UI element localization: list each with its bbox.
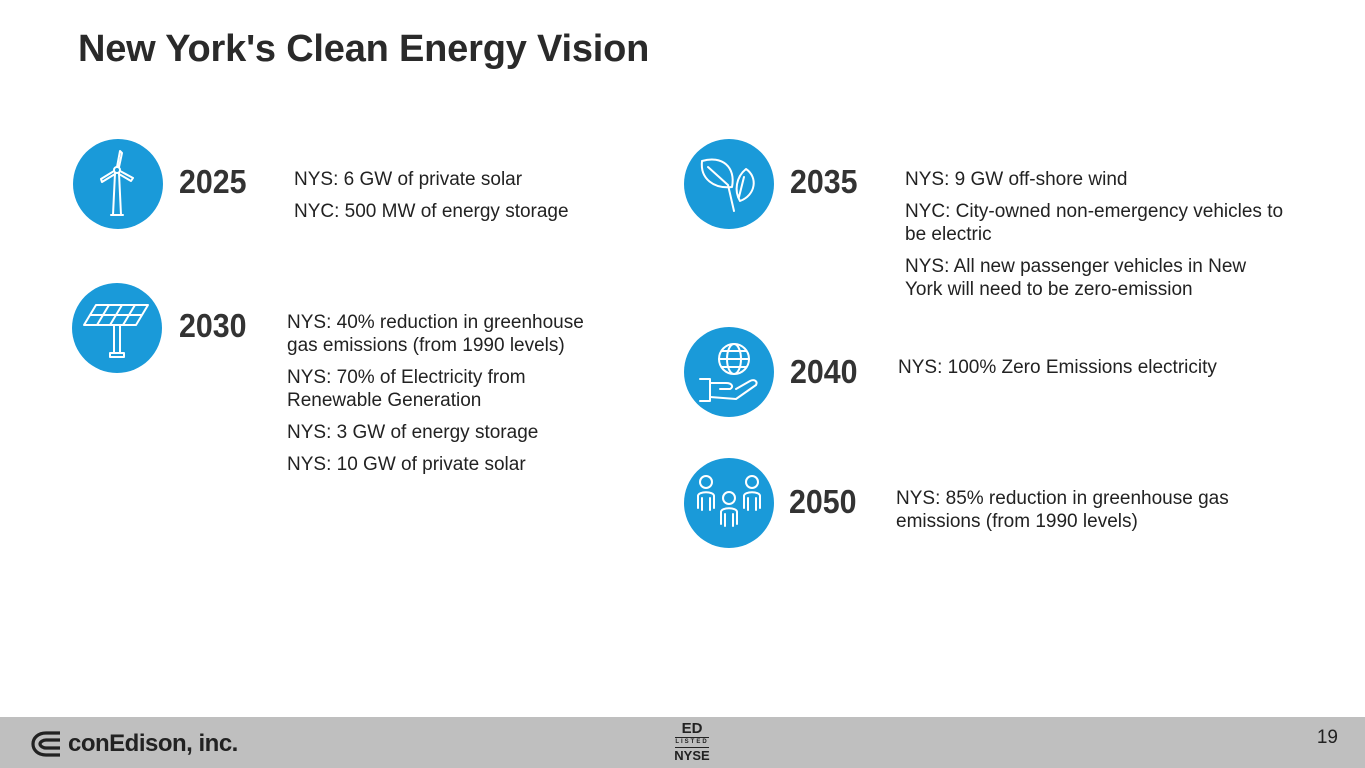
list-item: NYC: 500 MW of energy storage <box>294 201 569 222</box>
list-item: NYS: 9 GW off-shore wind <box>905 169 1128 190</box>
milestone-2040-items: NYS: 100% Zero Emissions electricity <box>898 356 1278 388</box>
solar-panel-icon <box>72 283 162 373</box>
list-item: NYS: 6 GW of private solar <box>294 169 523 190</box>
company-name: conEdison, inc. <box>68 730 238 757</box>
globe-in-hand-icon <box>684 327 774 417</box>
ticker-symbol: ED <box>681 720 703 737</box>
list-item: NYS: 100% Zero Emissions electricity <box>898 357 1217 378</box>
conedison-logo-icon <box>31 731 60 757</box>
milestone-2025-items: NYS: 6 GW of private solar NYC: 500 MW o… <box>294 168 614 232</box>
list-item: NYS: 40% reduction in greenhouse gas emi… <box>287 312 584 356</box>
listed-label: LISTED <box>675 737 709 748</box>
leaf-icon <box>684 139 774 229</box>
conedison-logo: conEdison, inc. <box>30 729 238 759</box>
list-item: NYS: 85% reduction in greenhouse gas emi… <box>896 488 1229 532</box>
year-2025: 2025 <box>179 163 247 200</box>
list-item: NYS: 10 GW of private solar <box>287 454 526 475</box>
page-title: New York's Clean Energy Vision <box>78 28 650 70</box>
milestone-2030-items: NYS: 40% reduction in greenhouse gas emi… <box>287 311 617 485</box>
people-icon <box>684 458 774 548</box>
exchange-label: NYSE <box>674 748 710 763</box>
footer-bar: conEdison, inc. ED LISTED NYSE 19 <box>0 717 1365 768</box>
milestone-2050-items: NYS: 85% reduction in greenhouse gas emi… <box>896 487 1266 542</box>
year-2050: 2050 <box>789 483 857 520</box>
wind-turbine-icon <box>73 139 163 229</box>
year-2035: 2035 <box>790 163 858 200</box>
list-item: NYS: All new passenger vehicles in New Y… <box>905 256 1247 300</box>
list-item: NYC: City-owned non-emergency vehicles t… <box>905 201 1284 245</box>
list-item: NYS: 70% of Electricity from Renewable G… <box>287 367 526 411</box>
page-number: 19 <box>1316 727 1338 748</box>
milestone-2035-items: NYS: 9 GW off-shore wind NYC: City-owned… <box>905 168 1285 310</box>
year-2040: 2040 <box>790 353 858 390</box>
list-item: NYS: 3 GW of energy storage <box>287 422 539 443</box>
nyse-listed-badge: ED LISTED NYSE <box>672 721 712 763</box>
year-2030: 2030 <box>179 307 247 344</box>
